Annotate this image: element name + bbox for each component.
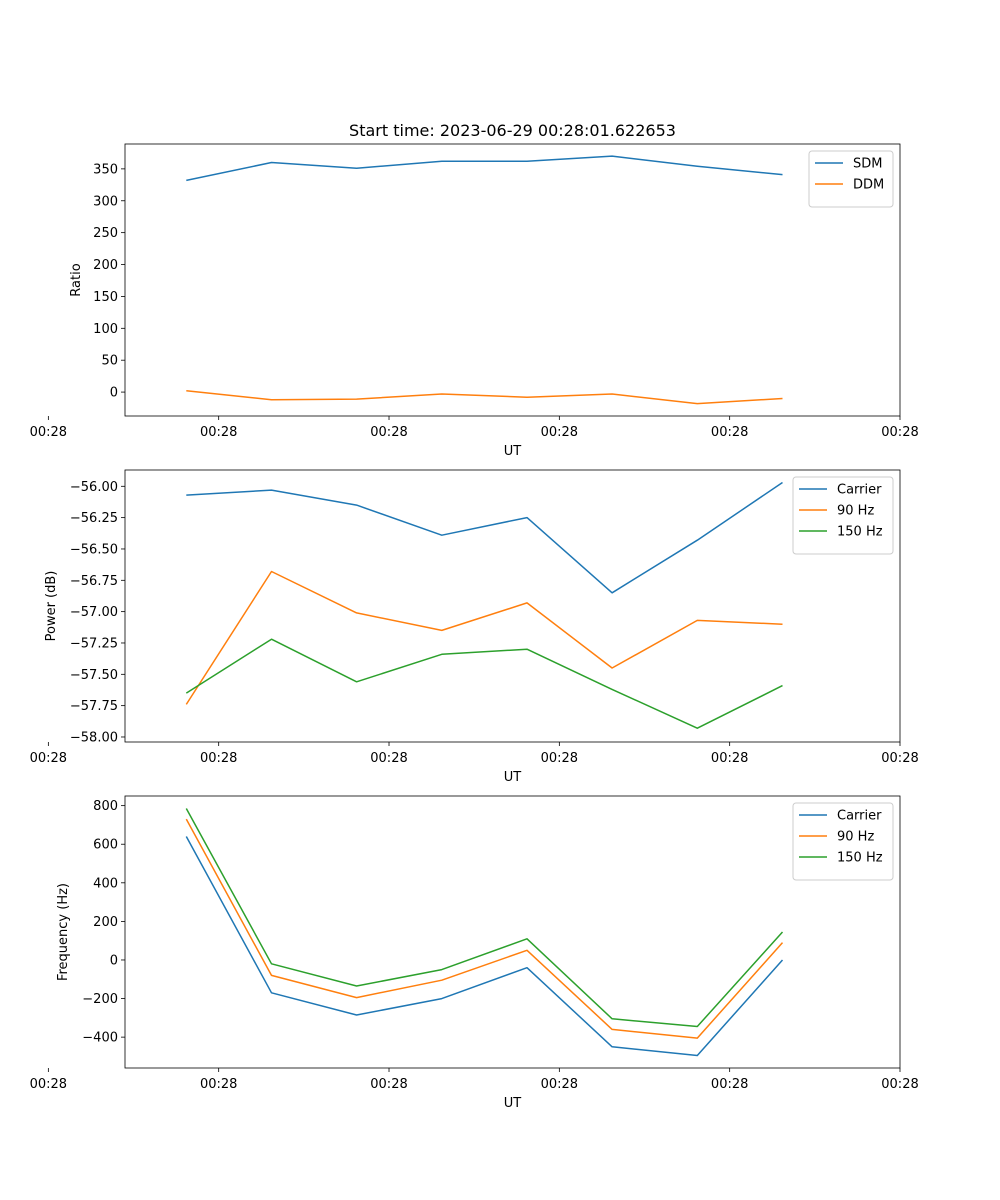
x-tick-label: 00:28 xyxy=(711,425,748,440)
legend-label-ddm: DDM xyxy=(853,178,884,193)
y-tick-label: −57.25 xyxy=(70,636,118,651)
x-tick-label: 00:28 xyxy=(370,1077,407,1092)
x-tick-label: 00:28 xyxy=(541,751,578,766)
x-tick-label: 00:28 xyxy=(30,1077,67,1092)
y-tick-label: 400 xyxy=(93,876,118,891)
x-tick-label: 00:28 xyxy=(881,1077,918,1092)
series-line-150-hz xyxy=(185,638,783,729)
y-tick-label: 200 xyxy=(93,915,118,930)
x-tick-label: 00:28 xyxy=(881,425,918,440)
y-tick-label: 800 xyxy=(93,799,118,814)
legend-label-carrier: Carrier xyxy=(837,483,882,498)
x-tick-label: 00:28 xyxy=(200,751,237,766)
y-tick-label: 300 xyxy=(93,194,118,209)
legend-label-150-hz: 150 Hz xyxy=(837,851,883,866)
x-tick-label: 00:28 xyxy=(200,1077,237,1092)
ratio-panel: 00:2800:2800:2800:2800:2800:2800:2905010… xyxy=(30,143,919,459)
x-tick-label: 00:28 xyxy=(370,425,407,440)
series-line-90-hz xyxy=(185,570,783,705)
y-tick-label: 100 xyxy=(93,322,118,337)
series-line-carrier xyxy=(186,481,783,594)
x-axis-label: UT xyxy=(504,770,522,785)
series-line-sdm xyxy=(186,155,783,182)
y-tick-label: −57.75 xyxy=(70,699,118,714)
y-tick-label: −57.50 xyxy=(70,668,118,683)
y-axis-label: Frequency (Hz) xyxy=(56,883,71,981)
legend-label-90-hz: 90 Hz xyxy=(837,504,874,519)
y-tick-label: −57.00 xyxy=(70,605,118,620)
x-tick-label: 00:28 xyxy=(711,751,748,766)
y-tick-label: 50 xyxy=(101,354,118,369)
x-tick-label: 00:28 xyxy=(30,425,67,440)
y-tick-label: −56.50 xyxy=(70,542,118,557)
legend-box xyxy=(792,802,894,881)
legend-label-90-hz: 90 Hz xyxy=(837,830,874,845)
y-axis-label: Ratio xyxy=(69,263,84,296)
x-axis-label: UT xyxy=(504,444,522,459)
x-tick-label: 00:28 xyxy=(200,425,237,440)
legend-box xyxy=(808,150,894,208)
axes-frame xyxy=(124,469,901,743)
series-line-carrier xyxy=(185,836,784,1057)
y-tick-label: −200 xyxy=(82,992,118,1007)
series-line-90-hz xyxy=(185,818,784,1039)
x-tick-label: 00:28 xyxy=(711,1077,748,1092)
y-tick-label: 250 xyxy=(93,226,118,241)
power-panel: 00:2800:2800:2800:2800:2800:2800:29−58.0… xyxy=(30,469,919,785)
frequency-panel: 00:2800:2800:2800:2800:2800:2800:29−400−… xyxy=(30,795,919,1111)
y-tick-label: −56.00 xyxy=(70,480,118,495)
y-tick-label: 150 xyxy=(93,290,118,305)
y-tick-label: 0 xyxy=(110,953,118,968)
axes-frame xyxy=(124,795,901,1069)
y-tick-label: −58.00 xyxy=(70,730,118,745)
legend-label-carrier: Carrier xyxy=(837,809,882,824)
y-tick-label: −400 xyxy=(82,1031,118,1046)
y-tick-label: −56.75 xyxy=(70,574,118,589)
axes-frame xyxy=(124,143,901,417)
y-tick-label: 350 xyxy=(93,162,118,177)
x-tick-label: 00:28 xyxy=(30,751,67,766)
x-tick-label: 00:28 xyxy=(370,751,407,766)
y-tick-label: 200 xyxy=(93,258,118,273)
y-axis-label: Power (dB) xyxy=(44,571,59,642)
x-tick-label: 00:28 xyxy=(541,1077,578,1092)
y-tick-label: −56.25 xyxy=(70,511,118,526)
legend-label-150-hz: 150 Hz xyxy=(837,525,883,540)
figure-title: Start time: 2023-06-29 00:28:01.622653 xyxy=(349,121,676,140)
legend-label-sdm: SDM xyxy=(853,157,882,172)
x-axis-label: UT xyxy=(504,1096,522,1111)
series-line-150-hz xyxy=(185,808,784,1028)
legend-box xyxy=(792,476,894,555)
x-tick-label: 00:28 xyxy=(541,425,578,440)
y-tick-label: 0 xyxy=(110,386,118,401)
y-tick-label: 600 xyxy=(93,838,118,853)
series-line-ddm xyxy=(186,390,783,405)
x-tick-label: 00:28 xyxy=(881,751,918,766)
